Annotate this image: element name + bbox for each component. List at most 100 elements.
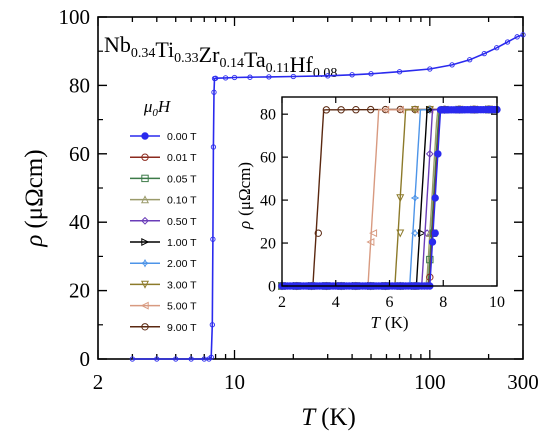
- main-xtick-label: 100: [414, 370, 446, 394]
- legend-item: 9.00 T: [130, 322, 197, 334]
- inset-ylabel-unit: (μΩcm): [235, 162, 254, 216]
- main-series-point: [449, 62, 455, 68]
- main-series-point: [368, 71, 374, 77]
- title-element: Nb: [104, 32, 131, 57]
- main-ylabel: ρ (μΩcm): [21, 149, 48, 247]
- legend-swatch-marker: [140, 301, 149, 310]
- inset-series-point: [410, 228, 420, 238]
- inset-series-point: [434, 150, 442, 158]
- title-subscript: 0.33: [174, 51, 199, 66]
- inset-series-point: [395, 105, 404, 114]
- legend-label: 2.00 T: [167, 258, 197, 270]
- inset-ytick-label: 0: [268, 279, 276, 296]
- legend-label: 1.00 T: [167, 237, 197, 249]
- main-series-point: [514, 34, 520, 40]
- inset-series-point: [366, 105, 375, 114]
- title-subscript: 0.08: [313, 66, 338, 81]
- legend-swatch-marker: [141, 153, 149, 161]
- legend-swatch-marker: [141, 132, 149, 140]
- legend-label: 3.00 T: [167, 279, 197, 291]
- main-series-point: [427, 66, 433, 72]
- legend-item: 0.01 T: [130, 152, 197, 164]
- main-ytick-label: 60: [69, 142, 90, 166]
- main-series-point: [494, 45, 500, 51]
- legend-label: 5.00 T: [167, 301, 197, 313]
- legend-label: 0.05 T: [167, 173, 197, 185]
- legend-title-sub: 0: [152, 107, 158, 119]
- inset-series-point: [426, 255, 434, 264]
- title-element: Ta: [244, 47, 266, 72]
- legend-label: 0.10 T: [167, 195, 197, 207]
- legend-item: 0.50 T: [130, 216, 197, 228]
- main-ytick-label: 100: [59, 5, 91, 29]
- main-series-point: [211, 89, 217, 95]
- title-element: Zr: [199, 42, 220, 67]
- inset-ytick-label: 40: [260, 193, 276, 210]
- legend-item: 0.10 T: [130, 195, 197, 207]
- legend-swatch-marker: [140, 280, 150, 289]
- inset-xtick-label: 8: [439, 294, 447, 311]
- main-xtick-label: 300: [507, 370, 539, 394]
- inset-series-point: [369, 229, 378, 238]
- main-series-point: [266, 74, 272, 80]
- inset-series-point: [411, 106, 420, 115]
- legend-label: 0.01 T: [167, 152, 197, 164]
- inset-series-point: [322, 106, 331, 114]
- main-series-point: [209, 322, 215, 328]
- legend: μ0H 0.00 T 0.01 T 0.05 T 0.10 T 0.50 T 1.00 T 2…: [130, 97, 197, 334]
- main-title: Nb0.34Ti0.33Zr0.14Ta0.11Hf0.08: [104, 32, 337, 81]
- main-series-point: [208, 354, 214, 360]
- main-series-point: [173, 356, 179, 362]
- inset-series-point: [366, 237, 375, 246]
- inset-series-point: [425, 150, 434, 158]
- main-series-point: [520, 32, 526, 38]
- main-ytick-label: 40: [69, 210, 90, 234]
- inset-series-point: [431, 229, 439, 237]
- title-subscript: 0.14: [219, 56, 244, 71]
- inset-series-point: [428, 238, 437, 246]
- main-series-point: [349, 72, 355, 78]
- main-ytick-label: 0: [80, 347, 91, 371]
- inset-series-point: [314, 229, 322, 237]
- main-ytick-label: 20: [69, 279, 90, 303]
- inset-xlabel: T (K): [370, 313, 408, 332]
- legend-item: 0.00 T: [130, 131, 197, 143]
- inset-series-point: [431, 194, 439, 202]
- inset-xlabel-symbol: T: [370, 313, 381, 332]
- inset-series-point: [381, 105, 390, 114]
- inset-xtick-label: 4: [332, 294, 340, 311]
- main-series-point: [396, 69, 403, 75]
- main-xlabel-symbol: T: [301, 404, 317, 431]
- title-subscript: 0.34: [131, 46, 156, 61]
- legend-title-var: H: [157, 97, 172, 116]
- inset-series-point: [410, 193, 420, 203]
- legend-label: 0.50 T: [167, 216, 197, 228]
- legend-swatch-marker: [140, 195, 150, 204]
- inset-series-point: [418, 229, 427, 238]
- title-subscript: 0.11: [266, 61, 290, 76]
- main-series-point: [210, 144, 217, 150]
- legend-item: 1.00 T: [130, 237, 197, 249]
- main-series-point: [212, 75, 219, 81]
- inset-xlabel-unit: (K): [385, 313, 409, 332]
- legend-swatch-marker: [141, 237, 150, 247]
- main-series-point: [247, 74, 253, 80]
- inset-xtick-label: 6: [386, 294, 394, 311]
- main-series-point: [129, 356, 136, 362]
- main-series-point: [222, 75, 229, 81]
- legend-swatch-marker: [140, 258, 150, 268]
- inset-ylabel-symbol: ρ: [235, 221, 254, 230]
- main-series-point: [231, 74, 238, 81]
- legend-item: 2.00 T: [130, 258, 197, 270]
- legend-item: 3.00 T: [130, 279, 197, 291]
- inset-xtick-label: 2: [278, 294, 286, 311]
- legend-label: 9.00 T: [167, 322, 197, 334]
- main-ylabel-symbol: ρ: [21, 235, 48, 248]
- main-xtick-label: 10: [224, 370, 245, 394]
- legend-swatch-marker: [141, 174, 149, 183]
- main-series-point: [325, 73, 331, 79]
- title-element: Hf: [290, 52, 314, 77]
- main-ylabel-unit: (μΩcm): [21, 149, 48, 228]
